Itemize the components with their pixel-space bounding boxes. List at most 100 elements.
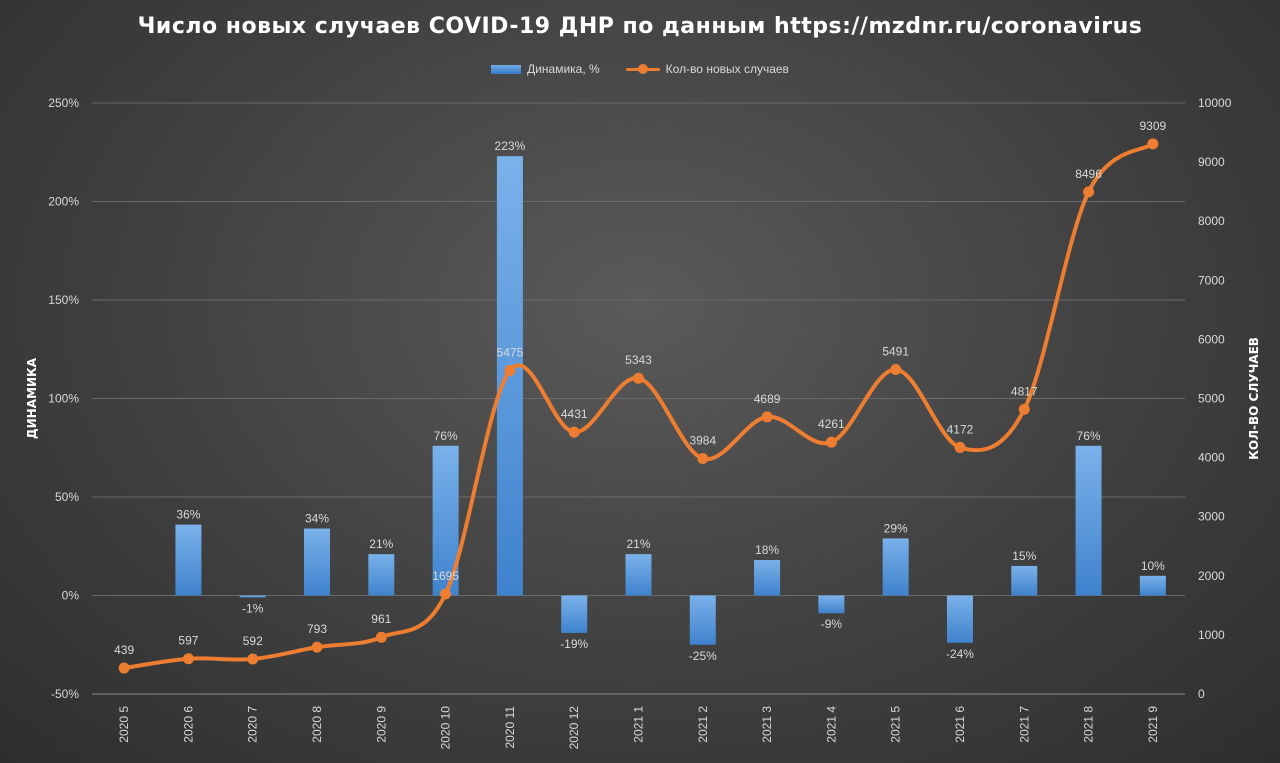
line-point[interactable] [761,411,773,423]
legend-item-line[interactable]: Кол-во новых случаев [625,62,789,76]
left-tick-label: 200% [48,195,79,209]
bar[interactable] [304,528,331,596]
bar[interactable] [754,560,781,596]
line-point[interactable] [954,441,966,453]
right-tick-label: 8000 [1198,214,1225,228]
bar[interactable] [625,554,652,596]
x-tick-label: 2021 7 [1017,706,1031,743]
x-tick-label: 2020 8 [310,706,324,743]
line-point[interactable] [1083,186,1095,198]
line-point[interactable] [375,631,387,643]
bar[interactable] [368,554,395,596]
line-data-label: 5491 [882,344,909,358]
x-tick-label: 2021 4 [824,706,838,743]
line-point[interactable] [440,588,452,600]
left-axis-title: ДИНАМИКА [25,357,39,439]
line-point[interactable] [697,453,709,465]
x-tick-label: 2020 9 [374,706,388,743]
left-tick-label: 50% [55,490,79,504]
bar-data-label: 76% [434,429,458,443]
legend-label-line: Кол-во новых случаев [665,62,789,76]
line-data-label: 4431 [561,407,588,421]
bar-data-label: 21% [369,537,393,551]
x-tick-label: 2020 6 [181,706,195,743]
right-tick-label: 1000 [1198,628,1225,642]
line-point[interactable] [633,372,644,384]
line-point[interactable] [247,653,259,665]
left-tick-label: -50% [51,687,79,701]
line-point[interactable] [182,653,194,665]
line-data-label: 597 [178,634,198,648]
legend-line-swatch [625,63,660,75]
bar[interactable] [1139,575,1166,596]
line-point[interactable] [118,662,130,674]
right-tick-label: 9000 [1198,155,1225,169]
line-point[interactable] [1147,138,1159,150]
bar-data-label: 15% [1012,549,1036,563]
bar[interactable] [561,595,588,633]
line-point[interactable] [311,641,323,653]
right-tick-label: 7000 [1198,273,1225,287]
bar-data-label: 76% [1077,429,1101,443]
bar-data-label: 223% [495,139,526,153]
legend-bar-swatch [491,64,522,74]
left-tick-label: 150% [48,293,79,307]
bar[interactable] [175,524,202,596]
line-point[interactable] [504,364,516,376]
line-data-label: 3984 [689,434,716,448]
line-point[interactable] [1018,403,1030,415]
x-tick-label: 2021 2 [696,706,710,743]
x-tick-label: 2020 11 [503,706,517,749]
bar-data-label: -1% [242,601,264,615]
bar[interactable] [818,595,845,614]
bar-data-label: -25% [689,649,717,663]
bar-data-label: -24% [946,647,974,661]
bar-data-label: 18% [755,543,779,557]
line-data-label: 8496 [1075,167,1102,181]
left-tick-label: 0% [62,589,80,603]
line-data-label: 793 [307,622,327,636]
x-tick-label: 2021 5 [889,706,903,743]
bar-data-label: 21% [626,537,650,551]
line-data-label: 1695 [432,569,459,583]
bar[interactable] [689,595,716,645]
line-data-label: 4817 [1011,384,1038,398]
legend-item-bars[interactable]: Динамика, % [491,62,600,76]
line-data-label: 592 [243,634,263,648]
line-data-label: 439 [114,643,134,657]
bar-data-label: 36% [176,508,200,522]
bar-data-label: 10% [1141,559,1165,573]
right-tick-label: 2000 [1198,569,1225,583]
x-tick-label: 2021 8 [1082,706,1096,743]
chart-title: Число новых случаев COVID-19 ДНР по данн… [137,14,1143,39]
line-data-label: 5475 [497,345,524,359]
bar-data-label: -9% [821,617,843,631]
x-tick-label: 2020 5 [117,706,131,743]
legend-label-bars: Динамика, % [527,62,600,76]
bar-data-label: 29% [884,521,908,535]
line-point[interactable] [568,426,580,438]
line-point[interactable] [890,363,902,375]
line-point[interactable] [825,436,837,448]
bar[interactable] [1011,565,1038,596]
bar[interactable] [882,538,909,596]
x-tick-label: 2021 9 [1146,706,1160,743]
right-tick-label: 5000 [1198,392,1225,406]
line-data-label: 5343 [625,353,652,367]
left-tick-label: 100% [48,392,79,406]
bar[interactable] [239,595,266,598]
legend: Динамика, % Кол-во новых случаев [0,62,1280,76]
right-tick-label: 10000 [1198,96,1232,110]
line-data-label: 4261 [818,417,845,431]
bar[interactable] [1075,445,1102,596]
bar-data-label: -19% [560,637,588,651]
x-tick-label: 2020 10 [439,706,453,750]
right-tick-label: 3000 [1198,510,1225,524]
x-tick-label: 2021 3 [760,706,774,743]
right-tick-label: 4000 [1198,451,1225,465]
right-tick-label: 0 [1198,687,1205,701]
bar[interactable] [946,595,973,643]
x-tick-label: 2021 1 [632,706,646,743]
right-tick-label: 6000 [1198,332,1225,346]
